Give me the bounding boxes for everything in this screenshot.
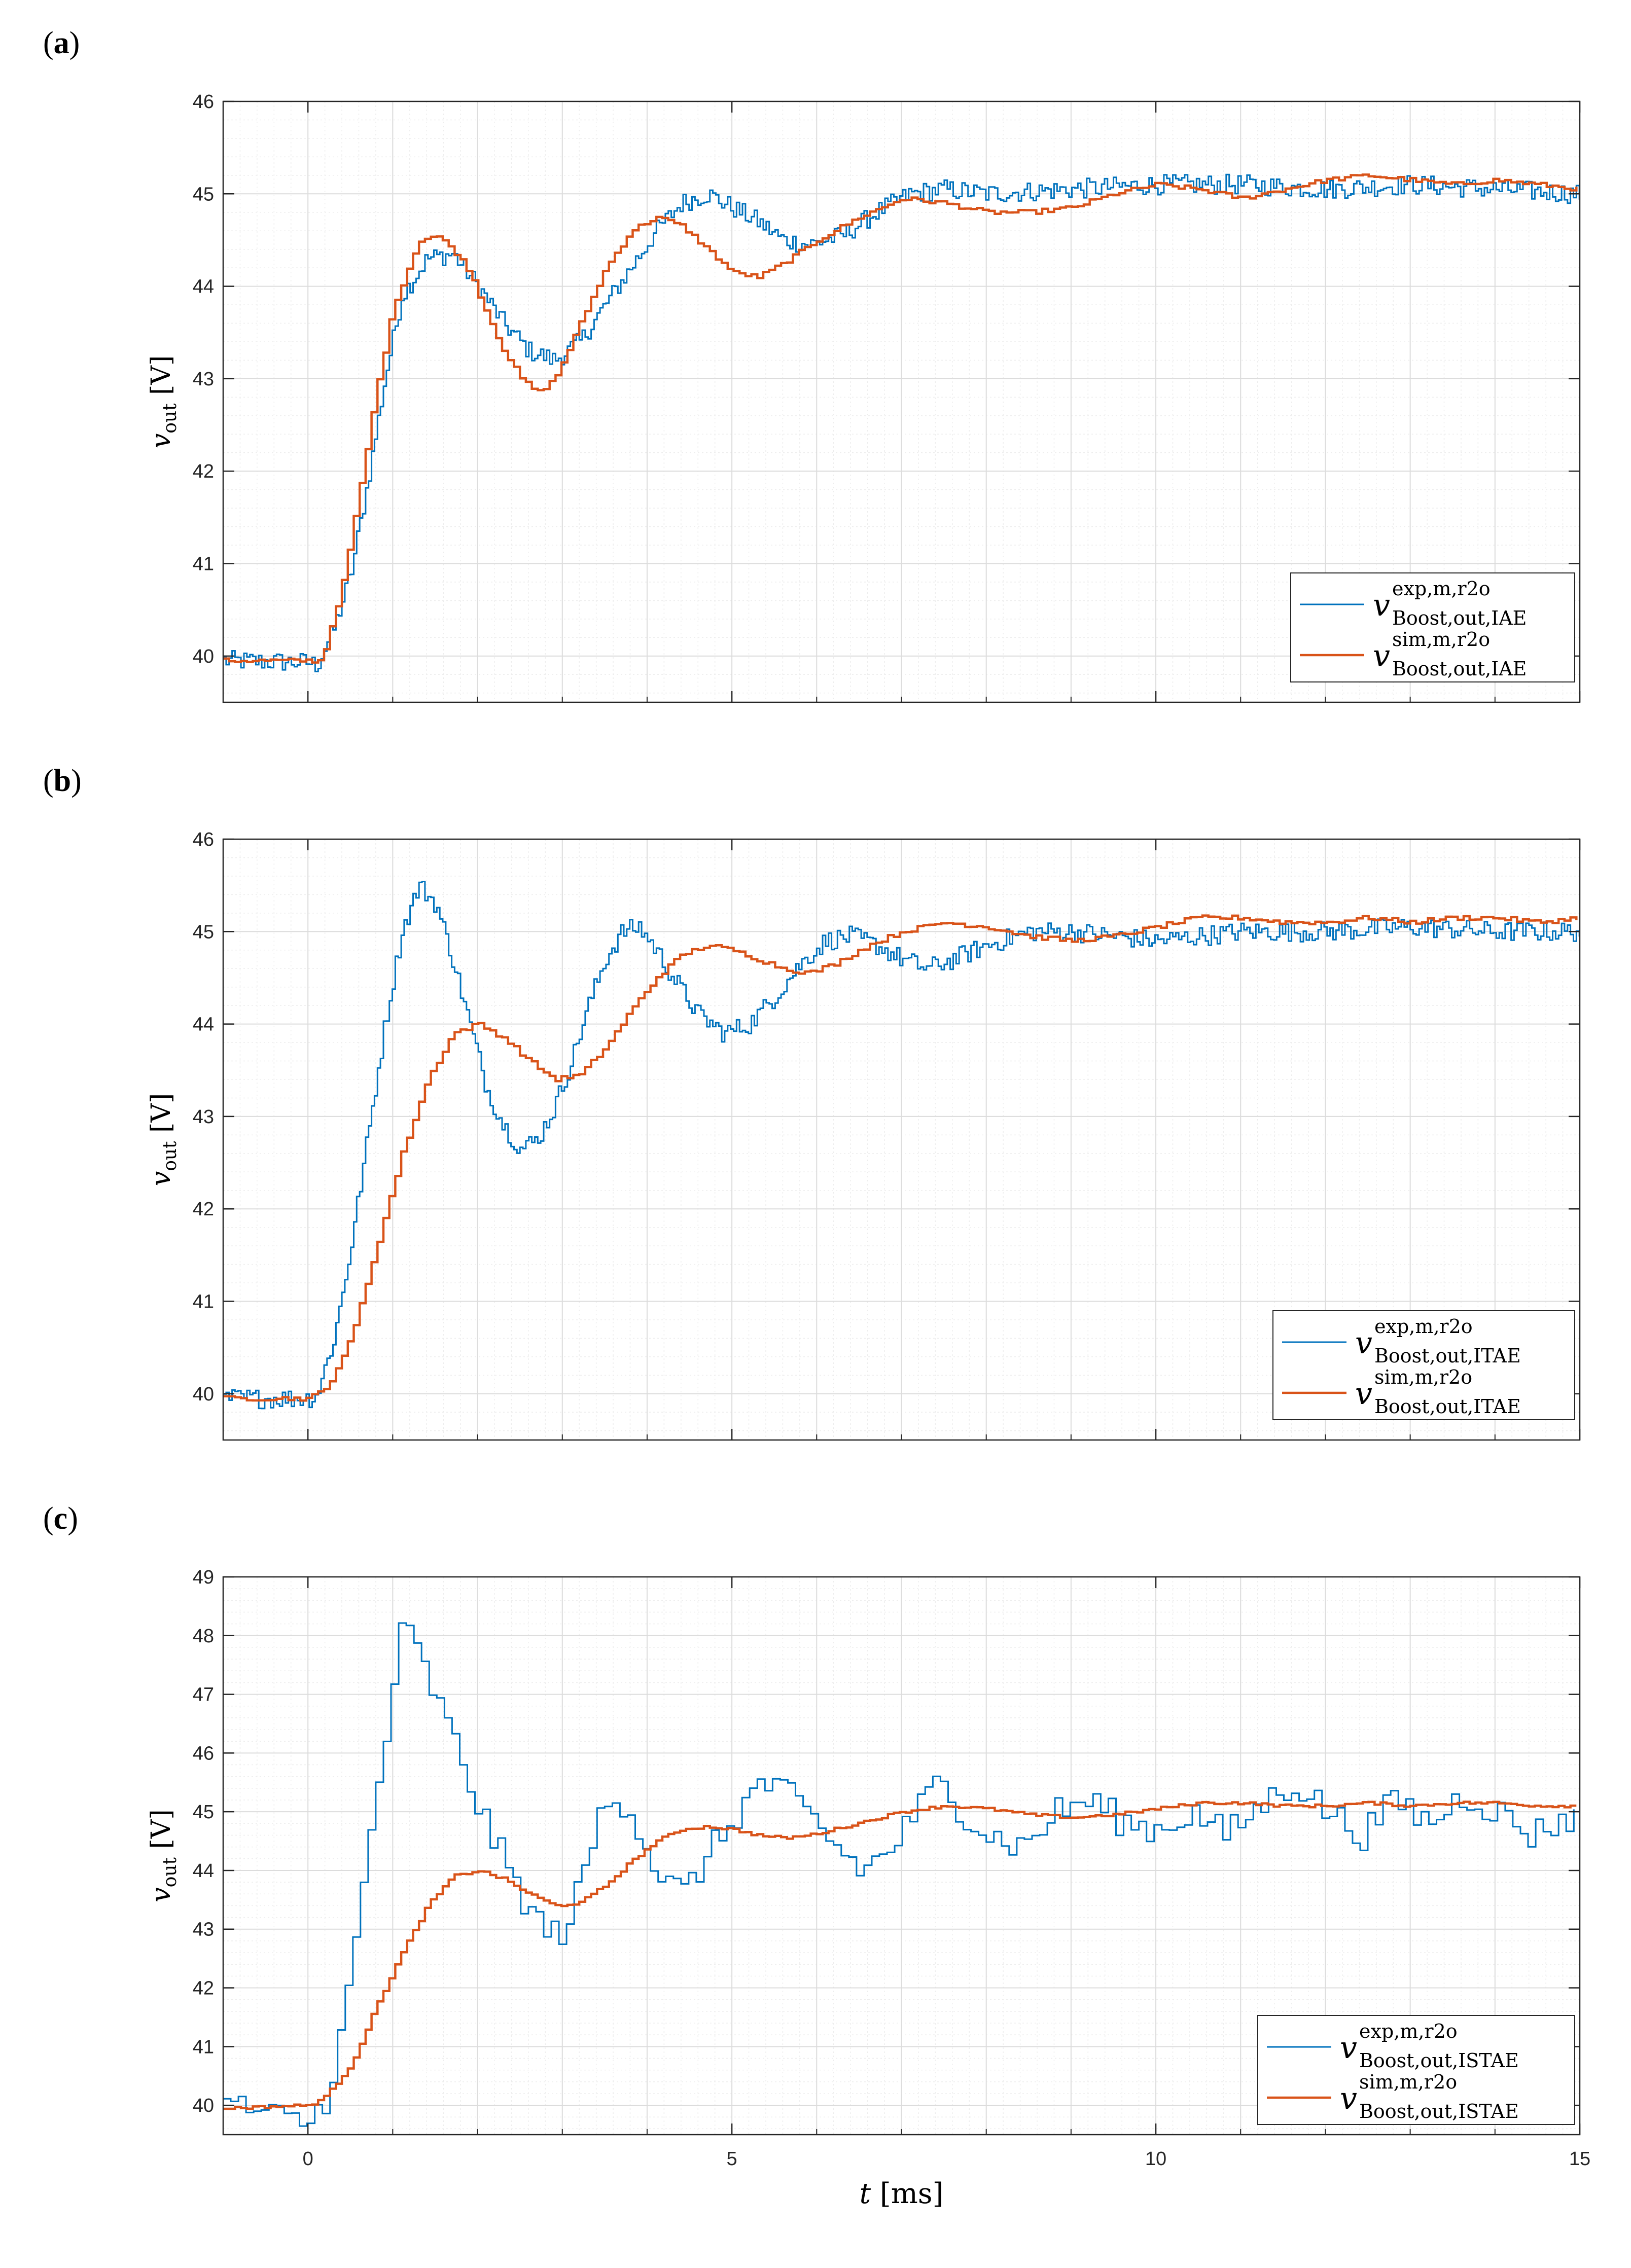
- y-tick-label: 46: [193, 1743, 214, 1764]
- y-tick-label: 40: [193, 646, 214, 667]
- y-tick-label: 43: [193, 369, 214, 390]
- y-tick-label: 46: [193, 91, 214, 113]
- y-tick-label: 44: [193, 1014, 214, 1035]
- y-tick-label: 44: [193, 1860, 214, 1882]
- legend-box: [1290, 572, 1575, 682]
- legend-subscript: Boost,out,IAE: [1392, 607, 1527, 629]
- exp-series-line: [223, 1622, 1575, 2127]
- y-axis-label: vout [V]: [146, 1093, 181, 1186]
- panel-label-a: (a): [43, 26, 80, 60]
- y-tick-label: 43: [193, 1919, 214, 1940]
- legend-symbol: v: [1373, 638, 1390, 674]
- legend-symbol: v: [1340, 2081, 1357, 2116]
- legend-superscript: exp,m,r2o: [1392, 578, 1491, 600]
- y-tick-label: 44: [193, 276, 214, 298]
- exp-series-line: [223, 173, 1580, 672]
- chart-c: 0 5 10 15 40 41 42 43 44 45 46 47 48 49 vout [V] t [ms]…: [146, 1567, 1590, 2210]
- legend-subscript: Boost,out,ITAE: [1374, 1395, 1521, 1418]
- legend-superscript: exp,m,r2o: [1374, 1315, 1473, 1338]
- y-tick-label: 45: [193, 184, 214, 205]
- y-tick-label: 40: [193, 2095, 214, 2116]
- panel-label-c: (c): [43, 1501, 78, 1536]
- x-tick-label: 0: [303, 2148, 313, 2170]
- legend-superscript: sim,m,r2o: [1359, 2071, 1457, 2093]
- y-tick-label: 43: [193, 1106, 214, 1128]
- legend-superscript: sim,m,r2o: [1374, 1366, 1472, 1388]
- legend-subscript: Boost,out,IAE: [1392, 658, 1527, 680]
- y-tick-label: 41: [193, 1291, 214, 1313]
- legend-subscript: Boost,out,ITAE: [1374, 1345, 1521, 1367]
- legend-subscript: Boost,out,ISTAE: [1359, 2100, 1519, 2122]
- y-tick-label: 48: [193, 1626, 214, 1647]
- y-tick-label: 45: [193, 1802, 214, 1823]
- sim-series-line: [223, 914, 1578, 1402]
- legend-box: [1272, 1310, 1575, 1420]
- y-axis-label: vout [V]: [146, 1809, 181, 1902]
- legend-superscript: exp,m,r2o: [1359, 2020, 1458, 2042]
- y-tick-label: 47: [193, 1684, 214, 1706]
- y-tick-label: 42: [193, 1978, 214, 1999]
- y-tick-label: 42: [193, 1199, 214, 1220]
- y-tick-label: 41: [193, 554, 214, 575]
- legend-box: [1257, 2015, 1575, 2125]
- legend-subscript: Boost,out,ISTAE: [1359, 2049, 1519, 2072]
- y-tick-label: 49: [193, 1567, 214, 1588]
- panel-label-b: (b): [43, 764, 82, 798]
- y-tick-label: 41: [193, 2036, 214, 2058]
- legend-superscript: sim,m,r2o: [1392, 628, 1490, 651]
- sim-series-line: [223, 1801, 1577, 2110]
- legend-symbol: v: [1355, 1325, 1372, 1361]
- x-axis-label: t [ms]: [860, 2177, 944, 2210]
- legend-symbol: v: [1340, 2030, 1357, 2066]
- legend-symbol: v: [1355, 1376, 1372, 1412]
- y-tick-label: 42: [193, 461, 214, 482]
- y-axis-label: vout [V]: [146, 355, 181, 448]
- x-tick-label: 10: [1145, 2148, 1166, 2170]
- legend-symbol: v: [1373, 588, 1390, 623]
- y-tick-label: 46: [193, 829, 214, 850]
- sim-series-line: [223, 173, 1578, 664]
- y-tick-label: 45: [193, 921, 214, 943]
- x-tick-label: 5: [727, 2148, 737, 2170]
- x-tick-label: 15: [1569, 2148, 1590, 2170]
- exp-series-line: [223, 881, 1580, 1410]
- y-tick-label: 40: [193, 1384, 214, 1405]
